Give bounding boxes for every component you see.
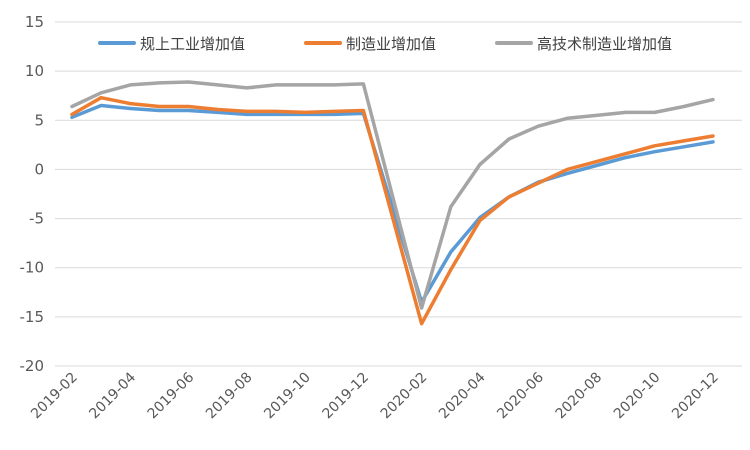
y-tick-label: -20 bbox=[20, 357, 45, 375]
series-line bbox=[70, 95, 715, 326]
y-tick-label: 10 bbox=[25, 62, 44, 80]
x-tick-label: 2019-12 bbox=[320, 370, 373, 423]
x-tick-label: 2020-10 bbox=[611, 370, 664, 423]
x-tick-label: 2019-08 bbox=[203, 370, 256, 423]
legend: 规上工业增加值 制造业增加值 高技术制造业增加值 bbox=[98, 35, 672, 53]
x-tick-label: 2019-02 bbox=[28, 370, 81, 423]
series-lines bbox=[70, 80, 715, 326]
legend-label: 高技术制造业增加值 bbox=[537, 35, 672, 53]
legend-label: 规上工业增加值 bbox=[140, 35, 245, 53]
y-tick-label: -10 bbox=[20, 259, 45, 277]
x-tick-label: 2020-06 bbox=[494, 369, 547, 422]
y-tick-label: 15 bbox=[25, 13, 44, 31]
x-tick-label: 2020-02 bbox=[378, 370, 431, 423]
x-tick-label: 2020-04 bbox=[436, 369, 489, 422]
gridlines bbox=[55, 21, 742, 367]
y-tick-label: -15 bbox=[20, 308, 45, 326]
series-line bbox=[70, 103, 715, 304]
series-line bbox=[70, 80, 715, 310]
x-tick-label: 2020-12 bbox=[669, 370, 722, 423]
x-tick-label: 2019-04 bbox=[86, 369, 139, 422]
x-tick-label: 2019-10 bbox=[261, 370, 314, 423]
legend-label: 制造业增加值 bbox=[346, 35, 436, 53]
x-tick-label: 2020-08 bbox=[553, 370, 606, 423]
y-axis-tick-labels: 15 10 5 0 -5 -10 -15 -20 bbox=[20, 13, 45, 375]
y-tick-label: -5 bbox=[29, 210, 44, 228]
x-tick-label: 2019-06 bbox=[145, 369, 198, 422]
y-tick-label: 0 bbox=[34, 160, 44, 178]
x-axis-tick-labels: 2019-02 2019-04 2019-06 2019-08 2019-10 2019-… bbox=[28, 369, 722, 422]
y-tick-label: 5 bbox=[34, 111, 44, 129]
